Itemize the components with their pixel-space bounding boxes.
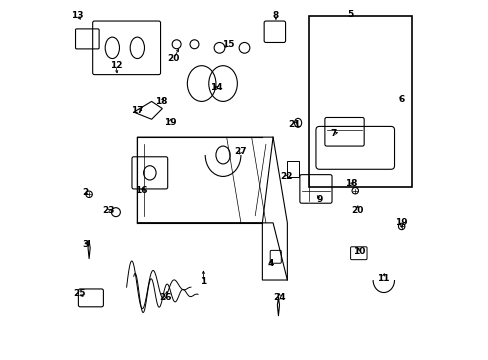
Text: 11: 11 xyxy=(376,274,388,283)
Text: 21: 21 xyxy=(287,120,300,129)
Text: 20: 20 xyxy=(167,54,180,63)
Text: 18: 18 xyxy=(345,179,357,188)
Text: 8: 8 xyxy=(272,11,279,20)
Text: 3: 3 xyxy=(82,240,88,249)
Text: 24: 24 xyxy=(273,293,285,302)
Text: 16: 16 xyxy=(134,186,147,195)
Text: 4: 4 xyxy=(267,260,274,269)
Text: 13: 13 xyxy=(71,11,84,20)
Text: 5: 5 xyxy=(346,10,352,19)
Text: 12: 12 xyxy=(109,61,122,70)
Text: 26: 26 xyxy=(160,293,172,302)
Text: 7: 7 xyxy=(330,129,336,138)
Text: 17: 17 xyxy=(131,106,143,115)
Text: 19: 19 xyxy=(163,118,176,127)
Text: 10: 10 xyxy=(352,247,364,256)
Text: 9: 9 xyxy=(316,195,322,204)
Text: 2: 2 xyxy=(82,188,88,197)
Text: 15: 15 xyxy=(222,40,234,49)
Text: 23: 23 xyxy=(102,206,115,215)
Text: 25: 25 xyxy=(73,289,85,298)
Text: 1: 1 xyxy=(200,277,206,286)
Text: 6: 6 xyxy=(398,95,404,104)
Text: 20: 20 xyxy=(350,206,363,215)
Text: 22: 22 xyxy=(280,172,292,181)
Text: 14: 14 xyxy=(209,83,222,92)
Text: 19: 19 xyxy=(395,219,407,228)
Bar xyxy=(308,16,411,187)
Text: 18: 18 xyxy=(155,97,167,106)
Text: 27: 27 xyxy=(234,147,247,156)
